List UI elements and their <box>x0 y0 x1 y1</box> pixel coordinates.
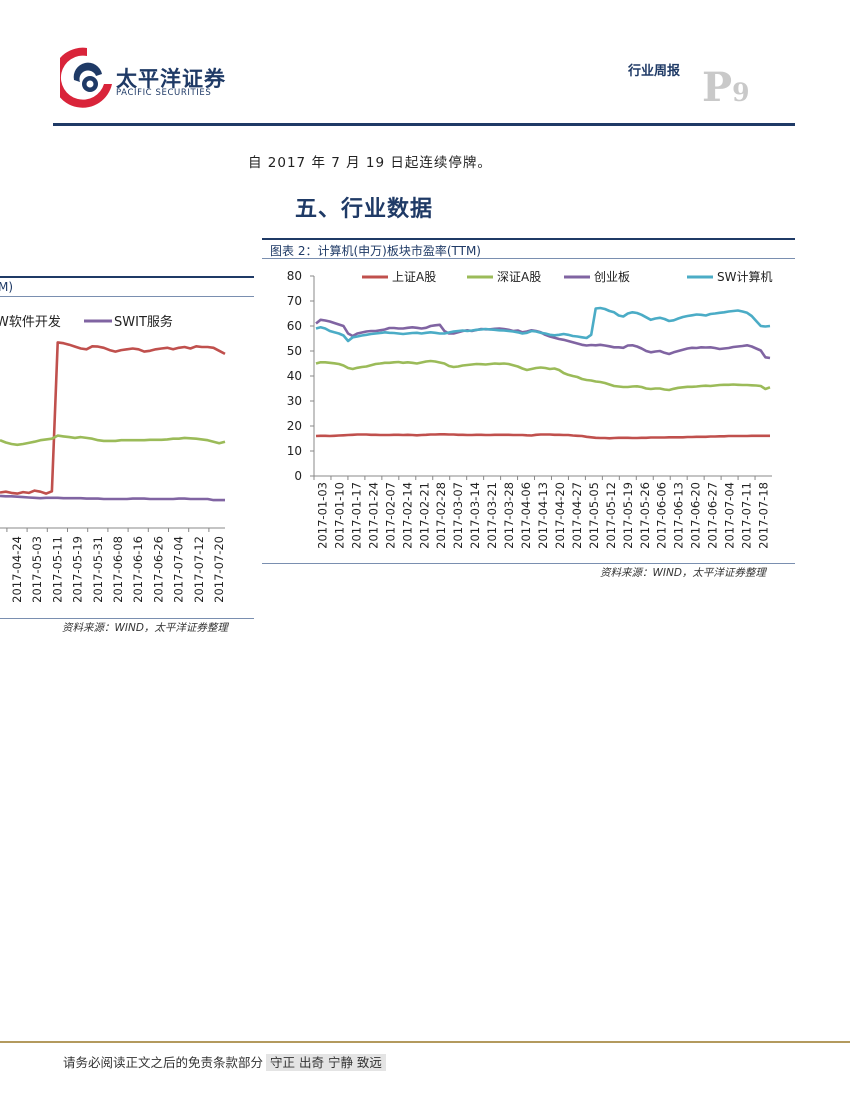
x-tick-label: 2017-07-04 <box>723 482 737 549</box>
x-tick-label: 2017-03-14 <box>468 482 482 549</box>
x-tick-label: 2017-07-18 <box>757 482 771 549</box>
footer-disclaimer: 请务必阅读正文之后的免责条款部分 <box>63 1055 264 1070</box>
company-logo-icon <box>60 47 112 108</box>
x-tick-label: 2017-01-10 <box>332 482 346 549</box>
left-x-tick-label: 2017-07-12 <box>192 536 206 603</box>
page-number: P9 <box>702 66 749 115</box>
x-tick-label: 2017-06-06 <box>655 482 669 549</box>
company-name: 太平洋证券 <box>116 67 226 91</box>
y-tick-label: 70 <box>287 294 302 308</box>
x-tick-label: 2017-01-17 <box>349 482 363 549</box>
left-x-tick-label: 2017-04-24 <box>10 536 24 603</box>
x-tick-label: 2017-03-07 <box>451 482 465 549</box>
chart-top-rule <box>262 238 795 240</box>
left-chart-bottom-rule <box>0 618 254 619</box>
x-tick-label: 2017-03-28 <box>502 482 516 549</box>
company-name-english: PACIFIC SECURITIES <box>116 88 212 98</box>
left-x-tick-label: 2017-07-20 <box>212 536 226 603</box>
page-digit: 9 <box>732 78 750 107</box>
y-tick-label: 0 <box>294 469 302 483</box>
footer: 请务必阅读正文之后的免责条款部分 守正 出奇 宁静 致远 <box>63 1052 386 1071</box>
x-tick-label: 2017-06-13 <box>672 482 686 549</box>
y-tick-label: 40 <box>287 369 302 383</box>
series-line <box>315 318 771 360</box>
x-tick-label: 2017-05-12 <box>604 482 618 549</box>
chart-title: 图表 2：计算机(申万)板块市盈率(TTM) <box>270 244 481 258</box>
x-tick-label: 2017-06-20 <box>689 482 703 549</box>
left-chart-top-rule <box>0 276 254 278</box>
x-tick-label: 2017-01-24 <box>366 482 380 549</box>
left-x-tick-label: 2017-05-19 <box>71 536 85 603</box>
x-tick-label: 2017-02-14 <box>400 482 414 549</box>
left-x-tick-label: 2017-07-04 <box>172 536 186 603</box>
x-tick-label: 2017-03-21 <box>485 482 499 549</box>
left-chart: 2017-04-24 2017-05-03 2017-05-11 2017-05-19… <box>0 314 226 603</box>
y-tick-label: 10 <box>287 444 302 458</box>
left-x-tick-label: 2017-05-03 <box>30 536 44 603</box>
left-x-tick-label: 2017-05-11 <box>50 536 64 603</box>
legend-label: 创业板 <box>594 270 630 284</box>
legend-label: 上证A股 <box>392 270 436 284</box>
left-legend-label: SWIT服务 <box>114 314 173 330</box>
report-type: 行业周报 <box>628 64 681 79</box>
x-tick-label: 2017-05-26 <box>638 482 652 549</box>
left-series-line <box>0 434 226 447</box>
y-tick-label: 50 <box>287 344 302 358</box>
left-chart-title-fragment: M) <box>0 280 14 294</box>
chart-bottom-rule <box>262 563 795 564</box>
series-line <box>315 433 770 440</box>
left-chart-title-rule <box>0 296 254 297</box>
left-x-tick-label: 2017-05-31 <box>91 536 105 603</box>
x-tick-label: 2017-01-03 <box>315 482 329 549</box>
x-tick-label: 2017-02-07 <box>383 482 397 549</box>
series-line <box>315 359 771 392</box>
section-title: 五、行业数据 <box>295 197 434 222</box>
x-tick-label: 2017-04-27 <box>570 482 584 549</box>
x-tick-label: 2017-02-28 <box>434 482 448 549</box>
left-chart-source: 资料来源：WIND，太平洋证券整理 <box>62 622 228 634</box>
x-tick-label: 2017-05-05 <box>587 482 601 549</box>
y-tick-label: 30 <box>287 394 302 408</box>
chart-source: 资料来源：WIND，太平洋证券整理 <box>600 567 766 579</box>
chart-title-rule <box>262 258 795 259</box>
y-tick-label: 20 <box>287 419 302 433</box>
left-x-tick-label: 2017-06-16 <box>131 536 145 603</box>
legend-label: SW计算机 <box>717 269 772 284</box>
left-series-line <box>0 494 225 502</box>
footer-motto: 守正 出奇 宁静 致远 <box>266 1054 386 1071</box>
x-tick-label: 2017-04-06 <box>519 482 533 549</box>
left-x-tick-label: 2017-06-08 <box>111 536 125 603</box>
legend-label: 深证A股 <box>497 270 541 284</box>
x-tick-label: 2017-05-19 <box>621 482 635 549</box>
y-tick-label: 60 <box>287 319 302 333</box>
left-series-line <box>0 341 226 495</box>
header-divider <box>53 123 795 126</box>
series-line <box>315 306 771 343</box>
body-paragraph: 自 2017 年 7 月 19 日起连续停牌。 <box>248 155 492 171</box>
x-tick-label: 2017-07-11 <box>740 482 754 549</box>
left-legend-label: W软件开发 <box>0 314 61 330</box>
y-tick-label: 80 <box>287 269 302 283</box>
x-tick-label: 2017-06-27 <box>706 482 720 549</box>
left-x-tick-label: 2017-06-26 <box>151 536 165 603</box>
x-tick-label: 2017-02-21 <box>417 482 431 549</box>
x-tick-label: 2017-04-13 <box>536 482 550 549</box>
x-tick-label: 2017-04-20 <box>553 482 567 549</box>
footer-divider <box>0 1041 850 1043</box>
page-letter: P <box>702 64 733 111</box>
